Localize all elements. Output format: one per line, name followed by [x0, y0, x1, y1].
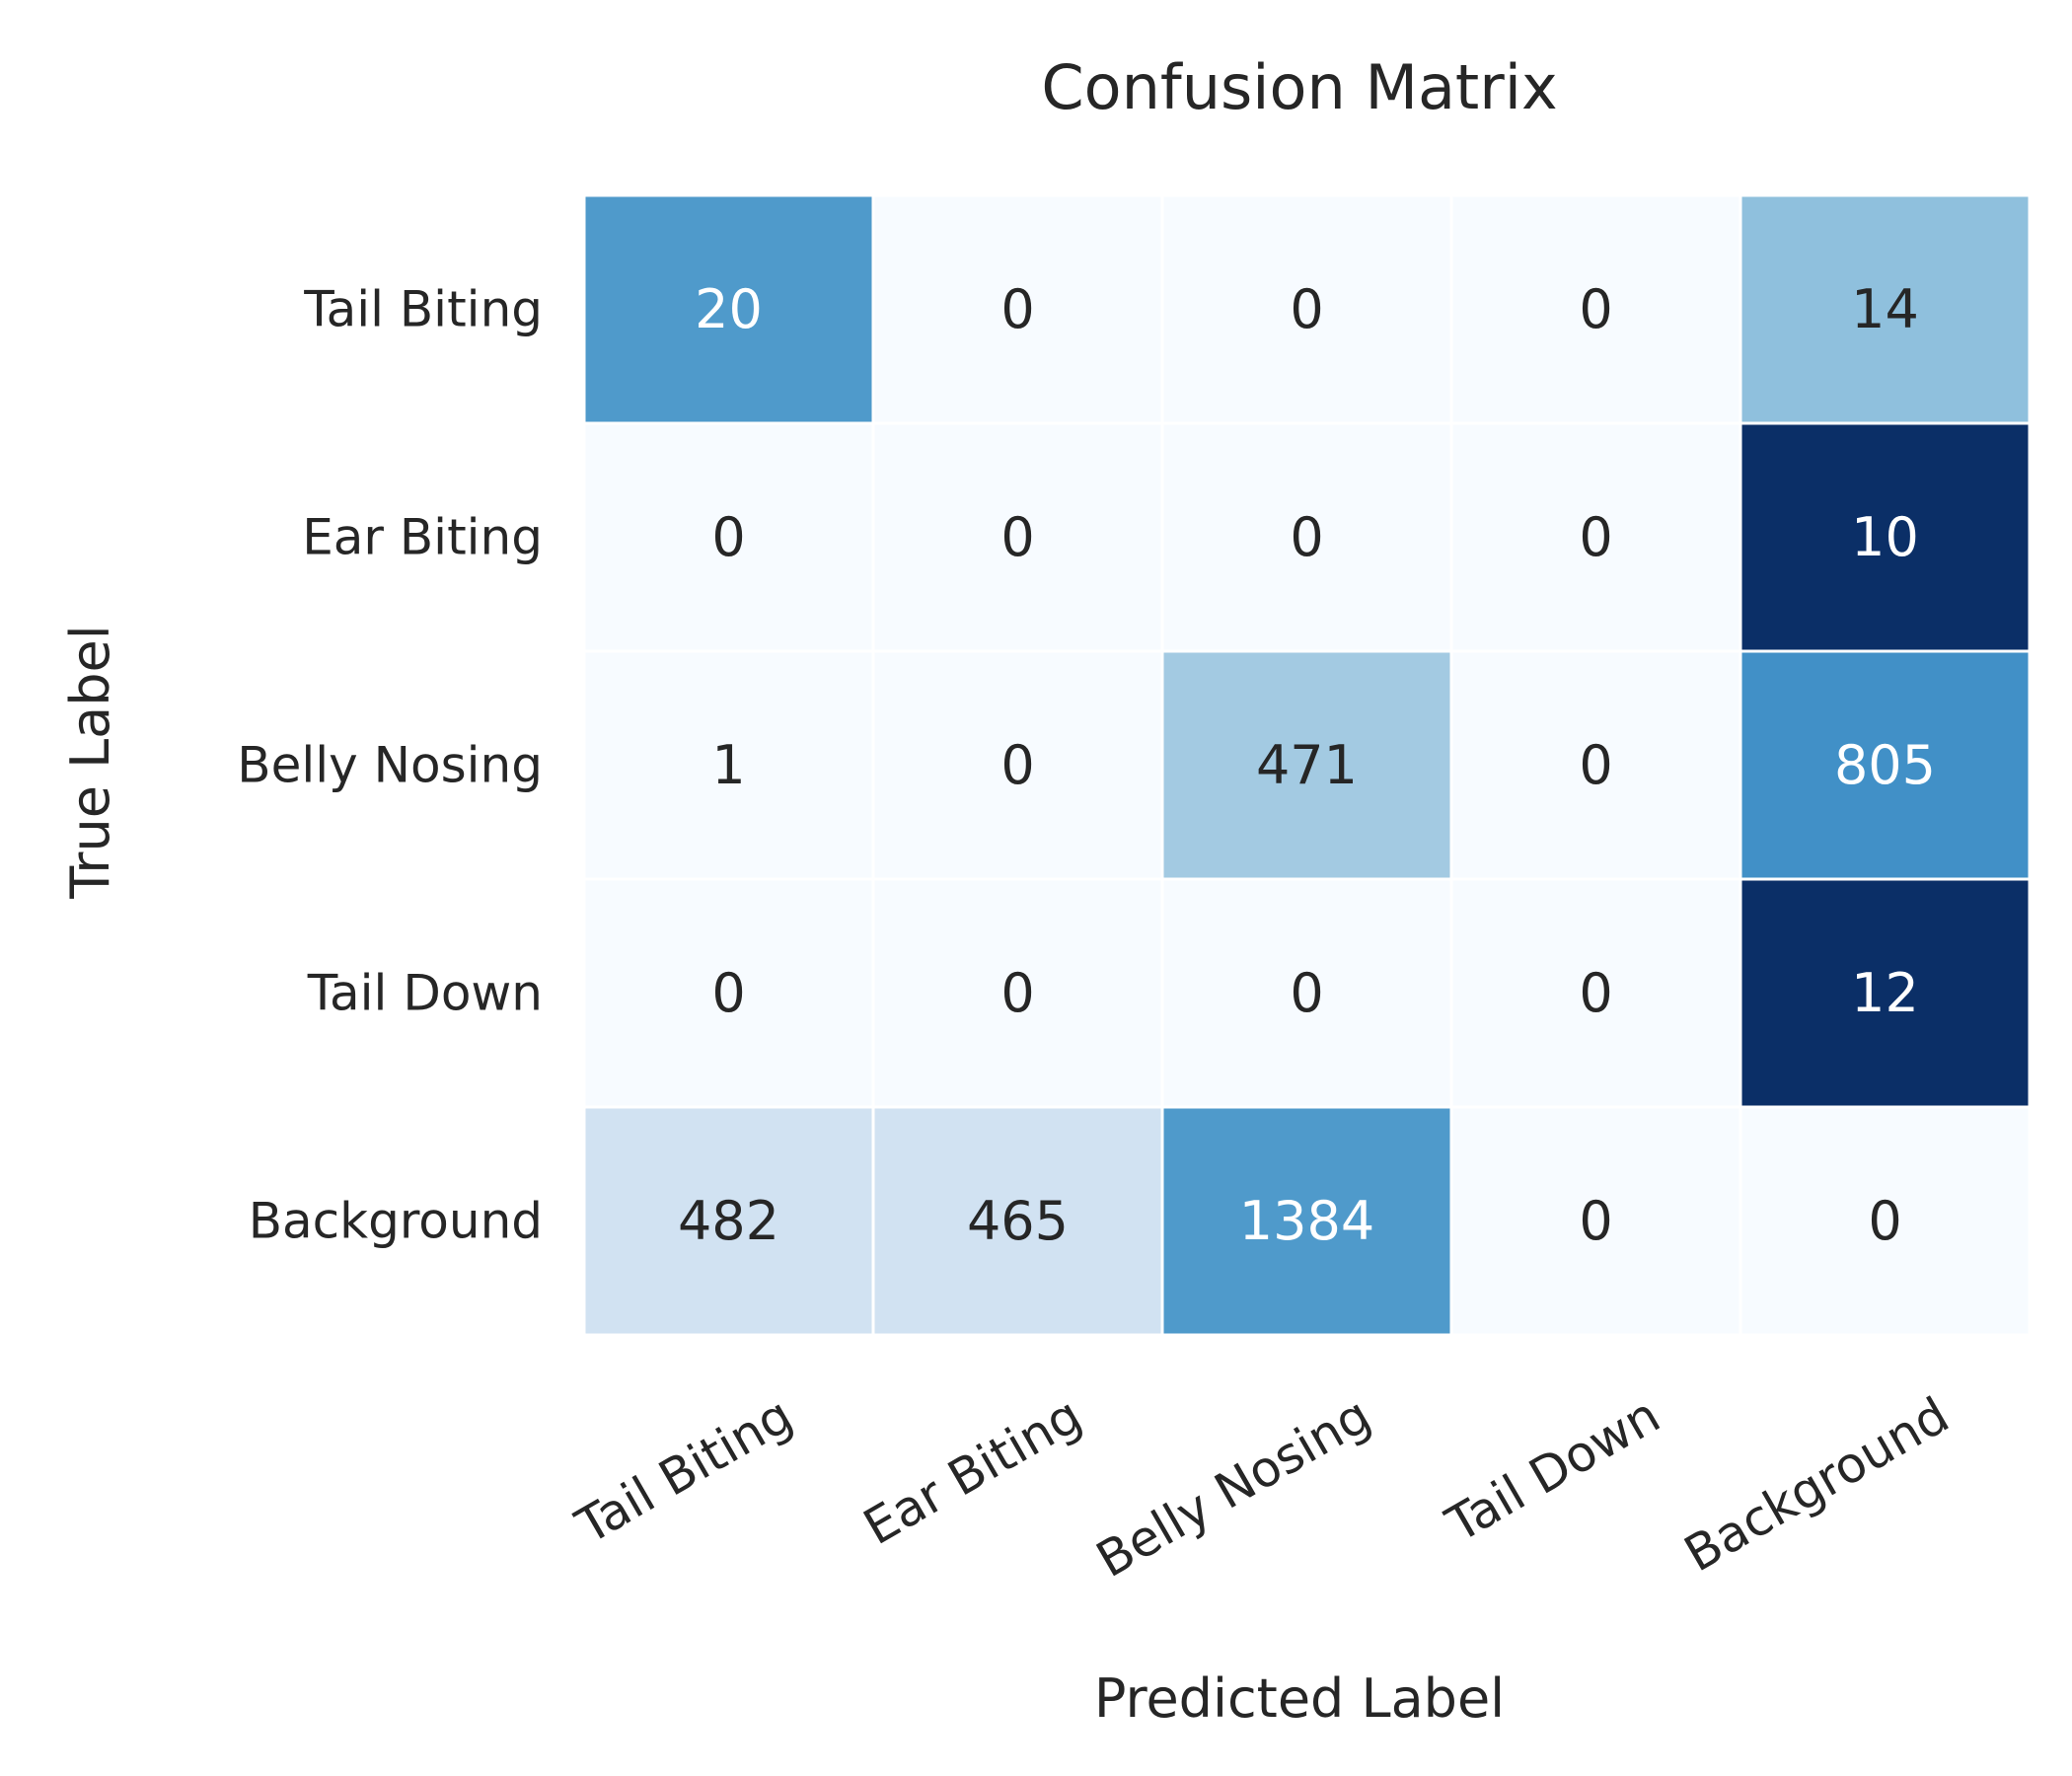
cell-value-label: 1384: [1239, 1190, 1374, 1252]
y-tick-label: Belly Nosing: [237, 737, 543, 794]
heatmap-cell: [582, 877, 875, 1109]
cell-value-label: 1: [711, 734, 745, 796]
heatmap-cell: [1739, 877, 2032, 1109]
cell-value-label: 20: [695, 278, 763, 340]
x-tick-label: Tail Biting: [566, 1386, 802, 1556]
y-tick-label: Tail Biting: [303, 281, 543, 338]
heatmap-cell: [1739, 1105, 2032, 1337]
cell-value-label: 0: [1290, 506, 1323, 568]
heatmap-cell: [1160, 421, 1453, 653]
cell-value-label: 12: [1851, 962, 1919, 1024]
cell-value-label: 0: [1579, 1190, 1612, 1252]
y-tick-label: Background: [249, 1193, 543, 1250]
heatmap-cell: [1449, 193, 1742, 425]
heatmap-cell: [1739, 193, 2032, 425]
x-tick-label: Ear Biting: [854, 1386, 1091, 1556]
cell-value-label: 471: [1256, 734, 1358, 796]
heatmap-cell: [1160, 193, 1453, 425]
cell-value-label: 0: [1579, 506, 1612, 568]
cell-value-label: 0: [711, 506, 745, 568]
heatmap-cell: [582, 193, 875, 425]
heatmap-cell: [871, 649, 1164, 881]
cell-value-label: 465: [967, 1190, 1069, 1252]
heatmap-cell: [871, 193, 1164, 425]
x-axis-label: Predicted Label: [1094, 1667, 1505, 1730]
y-axis-label: True Label: [59, 625, 121, 900]
y-tick-labels: Tail Biting Ear Biting Belly Nosing Tail Do…: [237, 281, 543, 1250]
cell-value-label: 0: [1579, 962, 1612, 1024]
heatmap-cell: [1160, 1105, 1453, 1337]
y-tick-label: Tail Down: [307, 965, 543, 1022]
cell-value-label: 0: [1000, 506, 1034, 568]
y-tick-label: Ear Biting: [302, 509, 543, 566]
heatmap-cell: [1739, 421, 2032, 653]
heatmap-cell: [1449, 649, 1742, 881]
heatmap-cell: [582, 1105, 875, 1337]
cell-value-label: 0: [1000, 734, 1034, 796]
cell-value-label: 0: [1000, 962, 1034, 1024]
heatmap-cell: [1739, 649, 2032, 881]
cell-value-label: 0: [1290, 278, 1323, 340]
cell-value-label: 0: [1290, 962, 1323, 1024]
cell-value-label: 14: [1851, 278, 1919, 340]
x-tick-label: Background: [1675, 1386, 1959, 1583]
cell-value-label: 0: [711, 962, 745, 1024]
cell-value-label: 10: [1851, 506, 1919, 568]
cell-value-label: 0: [1000, 278, 1034, 340]
cell-value-label: 0: [1868, 1190, 1901, 1252]
cell-value-label: 805: [1834, 734, 1936, 796]
x-tick-label: Tail Down: [1437, 1386, 1669, 1554]
cell-value-label: 0: [1579, 278, 1612, 340]
x-tick-label: Belly Nosing: [1087, 1386, 1380, 1589]
heatmap-cell: [1160, 649, 1453, 881]
cell-value-label: 482: [678, 1190, 779, 1252]
heatmap-cell: [871, 877, 1164, 1109]
heatmap-cell: [582, 421, 875, 653]
heatmap-cell: [1449, 877, 1742, 1109]
heatmap-cell: [1160, 877, 1453, 1109]
chart-title: Confusion Matrix: [1041, 51, 1557, 123]
heatmap-cell: [871, 1105, 1164, 1337]
cell-value-label: 0: [1579, 734, 1612, 796]
